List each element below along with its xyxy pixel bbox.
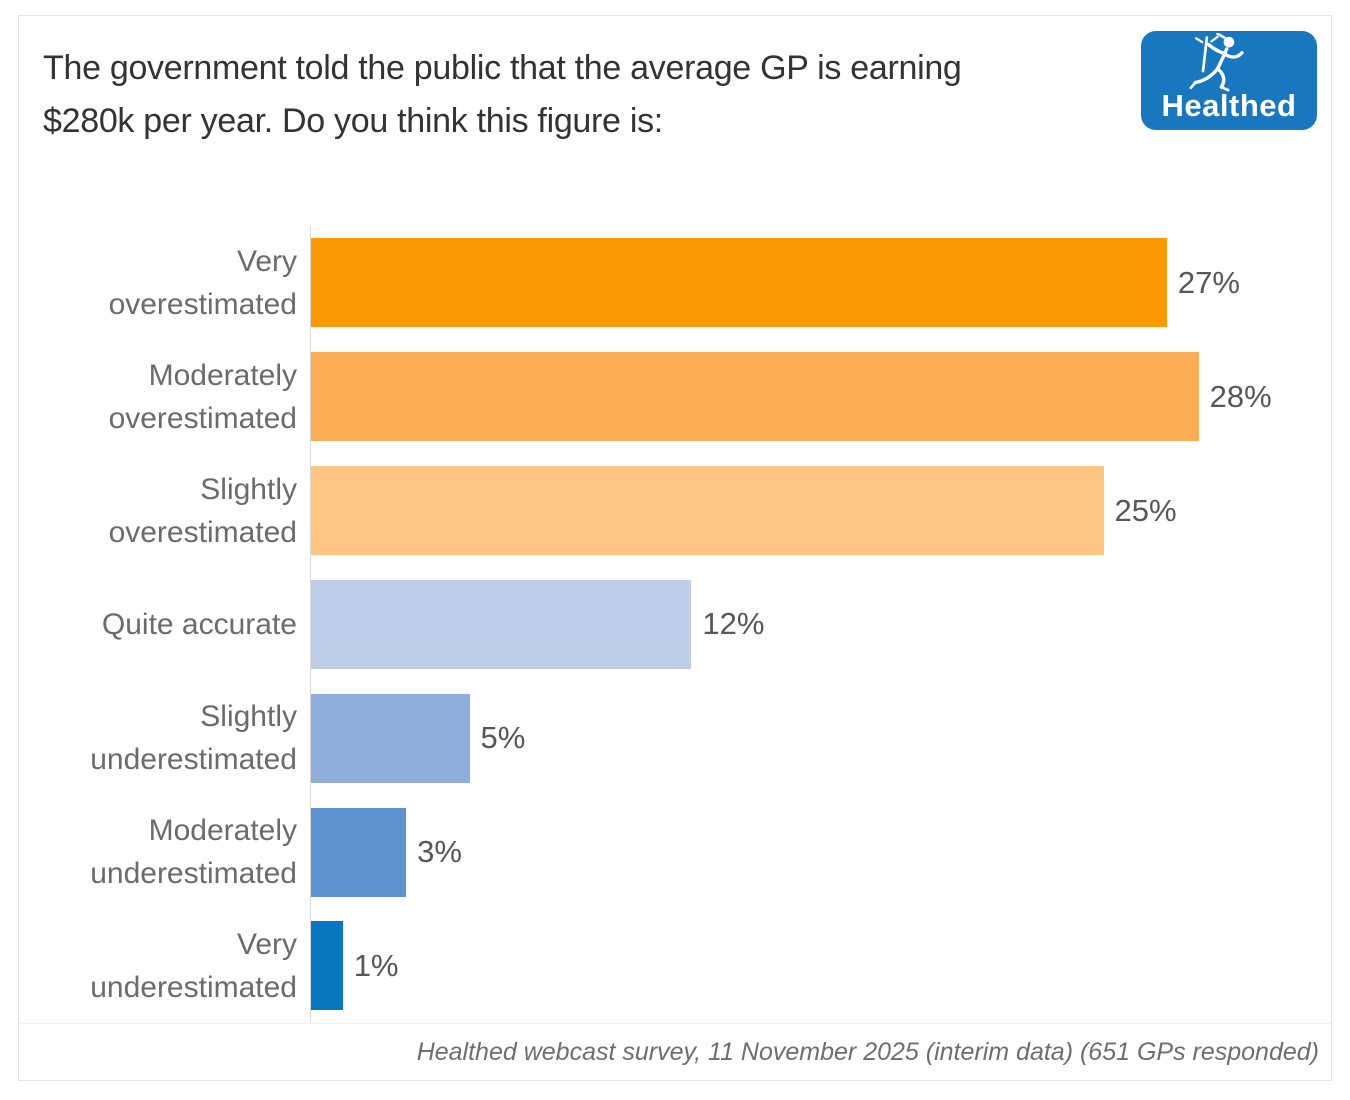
category-label: Slightly overestimated	[108, 472, 297, 549]
bar-row: Quite accurate 12%	[43, 567, 1319, 682]
bar[interactable]	[311, 807, 407, 897]
value-label: 5%	[480, 720, 526, 756]
bar-row: Slightly overestimated 25%	[43, 453, 1319, 568]
chart-title: The government told the public that the …	[43, 49, 962, 140]
value-label: 1%	[353, 947, 399, 983]
value-label: 12%	[702, 606, 765, 642]
bar[interactable]	[311, 352, 1199, 442]
caption-row: Healthed webcast survey, 11 November 202…	[19, 1023, 1331, 1080]
category-label: Very underestimated	[90, 927, 297, 1004]
source-caption: Healthed webcast survey, 11 November 202…	[416, 1037, 1319, 1066]
bar-row: Very overestimated 27%	[43, 226, 1319, 340]
bar-plot-area: 5%	[310, 681, 1319, 796]
bar[interactable]	[311, 238, 1167, 328]
dashboard-frame: The government told the public that the …	[18, 15, 1332, 1081]
bar[interactable]	[311, 579, 692, 669]
bar-plot-area: 12%	[310, 567, 1319, 682]
value-label: 3%	[417, 834, 462, 870]
bar-plot-area: 3%	[310, 795, 1319, 910]
mercury-figure-icon	[1189, 33, 1244, 92]
category-label: Quite accurate	[101, 607, 297, 641]
bar-plot-area: 27%	[310, 226, 1319, 340]
category-label: Very overestimated	[108, 244, 297, 321]
category-label: Moderately underestimated	[90, 814, 297, 891]
bar-row: Moderately overestimated 28%	[43, 339, 1319, 454]
bar-plot-area: 28%	[310, 339, 1319, 454]
bar-row: Very underestimated 1%	[43, 909, 1319, 1023]
value-label: 25%	[1114, 492, 1177, 528]
value-label: 28%	[1209, 378, 1272, 414]
healthed-logo: Healthed	[1141, 31, 1317, 130]
bar-row: Moderately underestimated 3%	[43, 795, 1319, 910]
category-label: Slightly underestimated	[90, 700, 297, 777]
bar-row: Slightly underestimated 5%	[43, 681, 1319, 796]
bar-plot-area: 1%	[310, 909, 1319, 1023]
value-label: 27%	[1177, 264, 1240, 300]
bar[interactable]	[311, 466, 1104, 556]
logo-wordmark: Healthed	[1161, 88, 1297, 123]
bar[interactable]	[311, 693, 470, 783]
bar-plot-area: 25%	[310, 453, 1319, 568]
bar[interactable]	[311, 921, 343, 1011]
bar-chart: Very overestimated 27% Moderately overesti…	[43, 226, 1319, 1023]
category-label: Moderately overestimated	[108, 358, 297, 435]
